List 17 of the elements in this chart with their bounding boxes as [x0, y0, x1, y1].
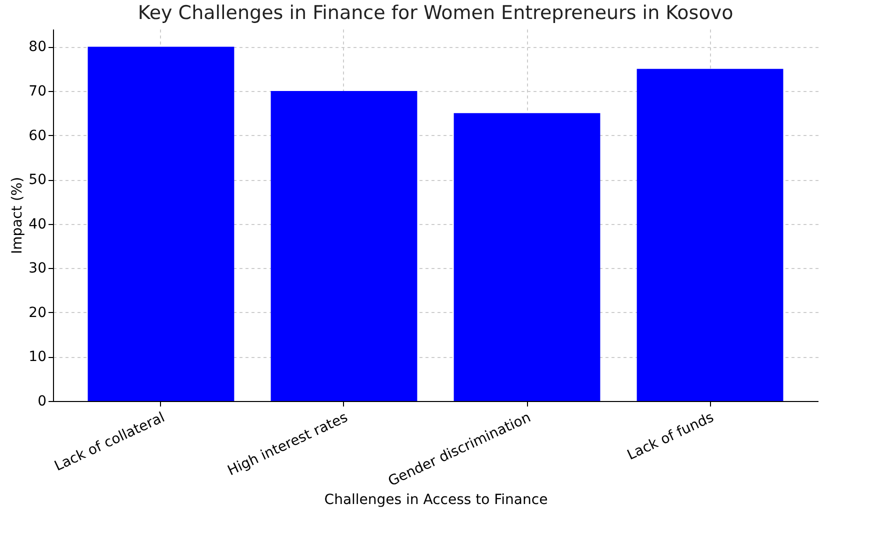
y-tick-label: 70 [28, 84, 46, 100]
y-tick-label: 50 [28, 172, 46, 188]
bar [636, 68, 784, 401]
y-tick-label: 40 [28, 216, 46, 232]
y-tick-label: 20 [28, 304, 46, 321]
x-tick-label: Lack of funds [624, 410, 716, 464]
y-tick-label: 0 [38, 394, 46, 410]
y-axis-title: Impact (%) [10, 176, 26, 254]
y-tick-label: 30 [28, 260, 46, 277]
y-tick-label: 10 [28, 349, 46, 366]
bar [88, 46, 234, 401]
x-axis-title: Challenges in Access to Finance [324, 492, 548, 508]
bar [270, 91, 418, 401]
y-tick-label: 80 [28, 39, 46, 56]
bar [454, 113, 600, 401]
chart-title: Key Challenges in Finance for Women Entrepreneurs in Kosovo [138, 2, 734, 24]
y-tick-label: 60 [28, 128, 46, 144]
